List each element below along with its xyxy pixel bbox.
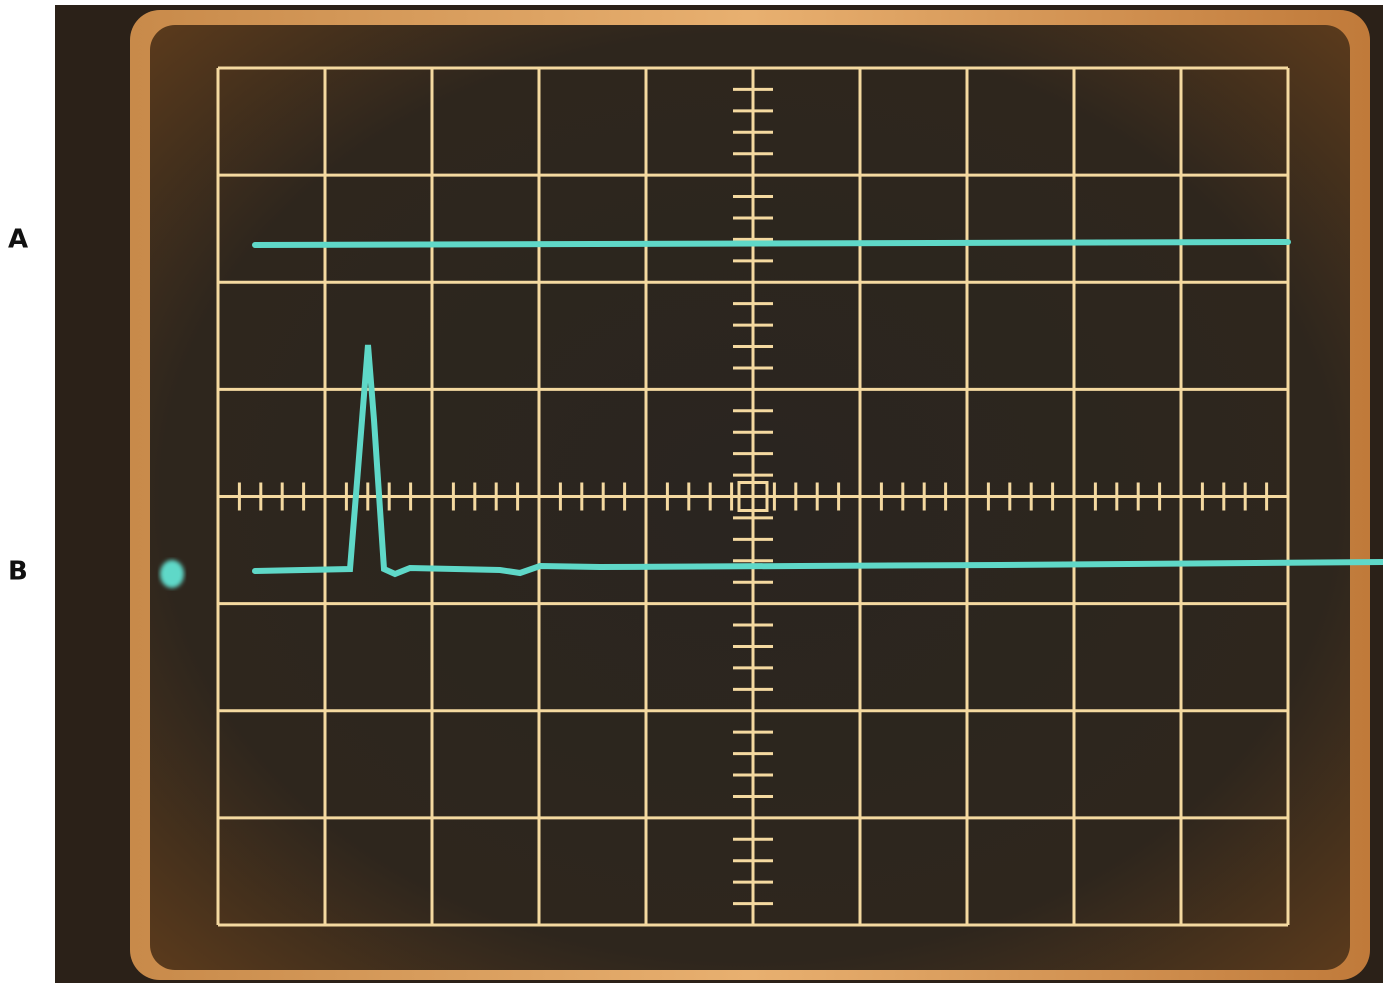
trace-b [252, 344, 1383, 578]
traces [160, 239, 1383, 588]
trace-label: A [8, 225, 28, 255]
graticule [216, 66, 1290, 927]
trace-b-spot [160, 560, 184, 588]
trace-a [252, 239, 1291, 248]
center-mark [737, 481, 769, 512]
trace-label: B [8, 557, 28, 587]
